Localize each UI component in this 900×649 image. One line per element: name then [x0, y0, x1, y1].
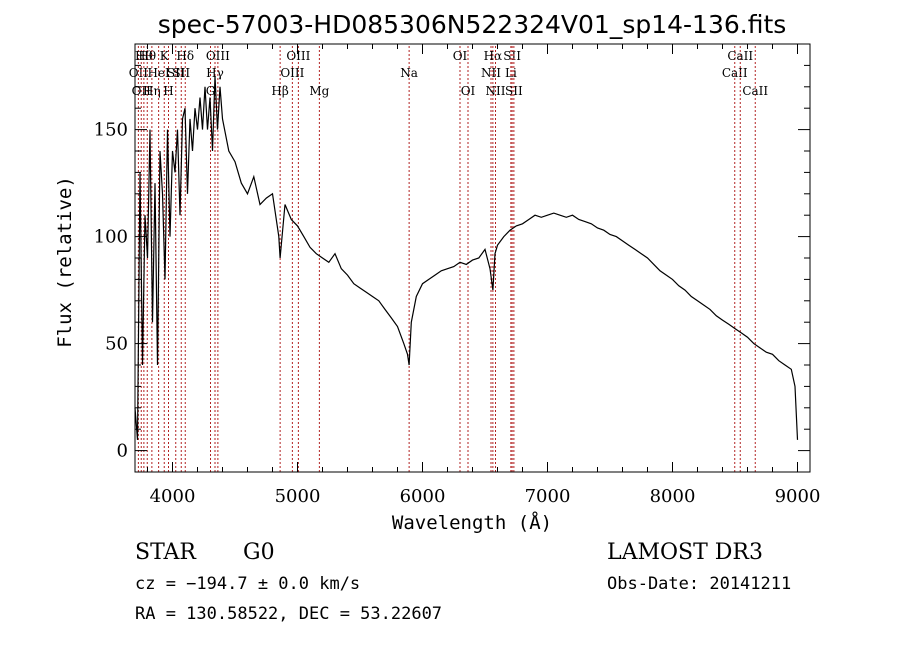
line-label-4: Hη — [143, 84, 161, 98]
x-tick-label: 6000 — [400, 486, 446, 507]
line-label-1: OII — [132, 84, 152, 98]
x-tick-label: 9000 — [775, 486, 821, 507]
y-tick-label: 150 — [94, 120, 128, 141]
line-label-25: SII — [503, 49, 521, 63]
line-label-28: CaII — [727, 49, 753, 63]
line-label-15: OIII — [280, 66, 304, 80]
x-tick-label: 5000 — [275, 486, 321, 507]
line-label-18: Na — [400, 66, 418, 80]
coordinates: RA = 130.58522, DEC = 53.22607 — [135, 604, 443, 624]
survey-name: LAMOST DR3 — [607, 540, 763, 565]
line-label-21: NII — [481, 66, 501, 80]
line-label-27: CaII — [722, 66, 748, 80]
line-label-5: HeI — [147, 66, 170, 80]
line-label-20: OI — [461, 84, 476, 98]
observation-date: Obs-Date: 20141211 — [607, 574, 792, 594]
line-label-6: K — [160, 49, 170, 63]
x-axis: 4000 5000 6000 7000 8000 9000 — [147, 44, 821, 507]
line-label-0: OII — [129, 66, 149, 80]
line-label-13: OIII — [206, 49, 230, 63]
line-label-22: Hα — [484, 49, 503, 63]
line-label-9: SII — [172, 66, 190, 80]
object-class: STAR — [135, 540, 196, 565]
x-tick-label: 8000 — [650, 486, 696, 507]
x-tick-label: 4000 — [150, 486, 196, 507]
y-tick-label: 50 — [105, 334, 128, 355]
line-label-7: H — [163, 84, 173, 98]
flux-series — [134, 76, 799, 440]
y-axis: 0 50 100 150 — [94, 43, 810, 473]
line-label-17: Mg — [309, 84, 329, 98]
x-axis-label: Wavelength (Å) — [392, 511, 552, 534]
object-subclass: G0 — [243, 540, 275, 565]
line-label-10: Hδ — [176, 49, 194, 63]
line-label-29: CaII — [742, 84, 768, 98]
spectral-line-markers: OIIOIIHθHθHηHeIKHSIISIIHδGHγOIIIHβOIIIOI… — [129, 46, 768, 472]
x-tick-label: 7000 — [525, 486, 571, 507]
line-label-26: SII — [505, 84, 523, 98]
y-axis-label: Flux (relative) — [54, 176, 76, 348]
line-label-8: SII — [167, 66, 185, 80]
y-tick-label: 100 — [94, 227, 128, 248]
line-label-14: Hβ — [271, 84, 288, 98]
line-label-11: G — [206, 84, 216, 98]
y-tick-label: 0 — [117, 441, 128, 462]
line-label-2: Hθ — [135, 49, 153, 63]
line-label-3: Hθ — [138, 49, 156, 63]
plot-frame — [134, 43, 811, 473]
line-label-23: NII — [486, 84, 506, 98]
redshift-cz: cz = −194.7 ± 0.0 km/s — [135, 574, 361, 594]
line-label-24: Li — [505, 66, 517, 80]
line-label-12: Hγ — [206, 66, 224, 80]
line-label-16: OIII — [286, 49, 310, 63]
line-label-19: OI — [453, 49, 468, 63]
flux-line — [134, 76, 799, 440]
chart-title: spec-57003-HD085306N522324V01_sp14-136.f… — [158, 10, 787, 39]
